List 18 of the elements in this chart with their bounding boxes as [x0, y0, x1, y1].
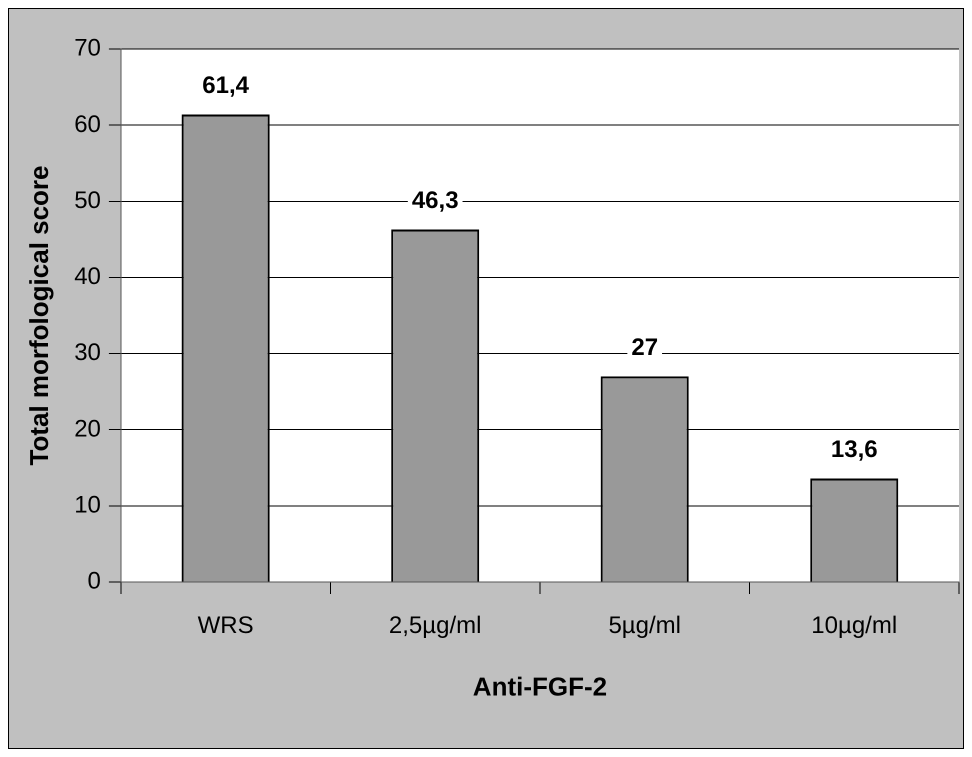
- y-axis-title: Total morfological score: [24, 165, 54, 466]
- x-tick-label: WRS: [198, 612, 254, 640]
- x-tick-label: 2,5µg/ml: [388, 612, 482, 640]
- data-label: 13,6: [830, 436, 878, 464]
- data-label: 27: [631, 334, 658, 362]
- x-tick-label: 10µg/ml: [811, 612, 898, 640]
- y-tick-label: 10: [74, 491, 101, 518]
- y-tick-label: 60: [74, 110, 101, 138]
- y-tick-label: 40: [74, 263, 101, 290]
- y-tick-label: 20: [74, 415, 101, 442]
- data-label: 61,4: [202, 72, 250, 100]
- y-tick-label: 30: [74, 339, 101, 366]
- x-tick-label: 5µg/ml: [608, 612, 681, 640]
- data-label: 46,3: [412, 187, 459, 214]
- y-tick-label: 0: [88, 568, 101, 595]
- x-axis-title: Anti-FGF-2: [472, 672, 608, 702]
- y-tick-label: 50: [74, 186, 101, 214]
- y-tick-label: 70: [74, 34, 101, 62]
